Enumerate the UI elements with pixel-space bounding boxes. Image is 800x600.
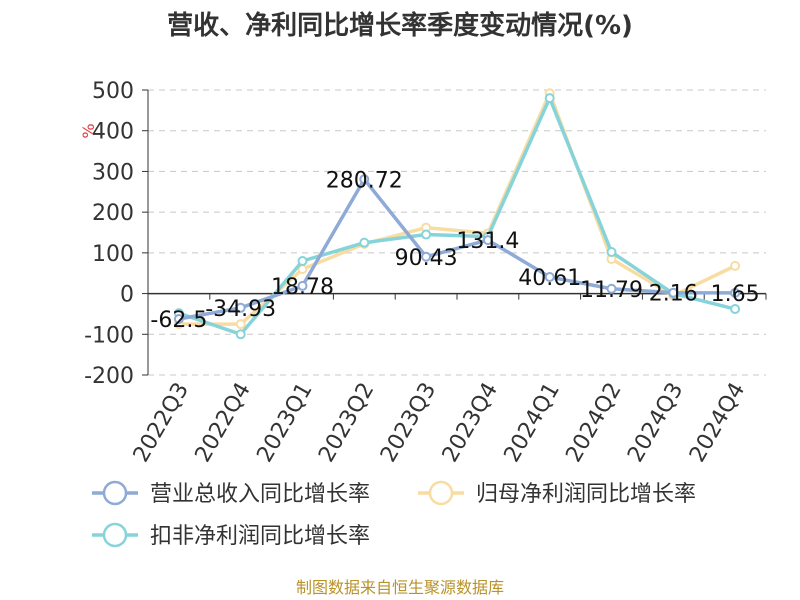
x-tick-label: 2023Q2 xyxy=(314,379,379,467)
data-label: 131.4 xyxy=(456,229,519,254)
y-tick-label: 300 xyxy=(92,160,134,185)
data-point xyxy=(235,319,246,330)
grid-lines xyxy=(148,89,766,376)
data-point xyxy=(235,329,246,340)
y-tick-label: 0 xyxy=(120,283,134,308)
data-label: 2.16 xyxy=(649,282,698,307)
data-point xyxy=(730,260,741,271)
data-label: 11.79 xyxy=(580,278,643,303)
legend-label: 扣非净利润同比增长率 xyxy=(150,524,370,549)
data-point xyxy=(173,314,184,325)
data-point xyxy=(421,251,432,262)
data-label: -62.5 xyxy=(150,308,207,333)
x-tick-label: 2024Q2 xyxy=(561,379,626,467)
y-tick-label: -200 xyxy=(84,364,134,389)
data-point xyxy=(730,304,741,315)
legend-label: 归母净利润同比增长率 xyxy=(476,482,696,507)
y-tick-labels: 500 400 300 200 100 0 -100 -200 xyxy=(84,79,134,389)
data-point xyxy=(421,229,432,240)
x-tick-labels: 2022Q32022Q42023Q12023Q22023Q32023Q42024… xyxy=(129,378,751,466)
series-line xyxy=(178,177,736,321)
data-label: 18.78 xyxy=(271,275,334,300)
legend-label: 营业总收入同比增长率 xyxy=(150,482,370,507)
data-label: 280.72 xyxy=(326,168,403,193)
y-tick-label: 400 xyxy=(92,120,134,145)
y-axis-unit: % xyxy=(79,123,98,138)
data-label: 40.61 xyxy=(518,266,581,291)
series-lines xyxy=(173,88,741,340)
y-tick-label: 500 xyxy=(92,79,134,104)
data-label: 90.43 xyxy=(395,246,458,271)
data-point xyxy=(297,280,308,291)
y-tick-label: 100 xyxy=(92,242,134,267)
data-point xyxy=(482,235,493,246)
x-tick-label: 2023Q3 xyxy=(376,378,441,466)
chart-title: 营收、净利同比增长率季度变动情况(%) xyxy=(167,10,633,41)
data-source-note: 制图数据来自恒生聚源数据库 xyxy=(296,578,504,597)
data-point xyxy=(606,283,617,294)
data-point xyxy=(606,247,617,258)
data-point xyxy=(235,302,246,313)
legend-marker xyxy=(102,522,128,548)
x-tick-label: 2024Q1 xyxy=(500,379,565,467)
data-point xyxy=(544,93,555,104)
data-label: -34.93 xyxy=(205,297,276,322)
legend-marker xyxy=(102,480,128,506)
x-tick-label: 2024Q3 xyxy=(623,379,688,467)
x-tick-label: 2022Q4 xyxy=(191,379,256,467)
y-tick-label: 200 xyxy=(92,201,134,226)
data-point xyxy=(297,256,308,266)
data-point xyxy=(359,237,370,248)
legend-marker xyxy=(428,480,454,506)
y-tick-label: -100 xyxy=(84,323,134,348)
x-tick-label: 2022Q3 xyxy=(129,379,194,467)
data-label: 1.65 xyxy=(711,282,760,307)
data-point xyxy=(359,174,370,185)
data-point xyxy=(730,287,741,298)
data-point xyxy=(544,272,555,283)
data-point xyxy=(668,287,679,298)
x-tick-label: 2023Q4 xyxy=(438,379,503,467)
x-tick-label: 2024Q4 xyxy=(685,379,750,467)
x-tick-label: 2023Q1 xyxy=(252,379,317,467)
